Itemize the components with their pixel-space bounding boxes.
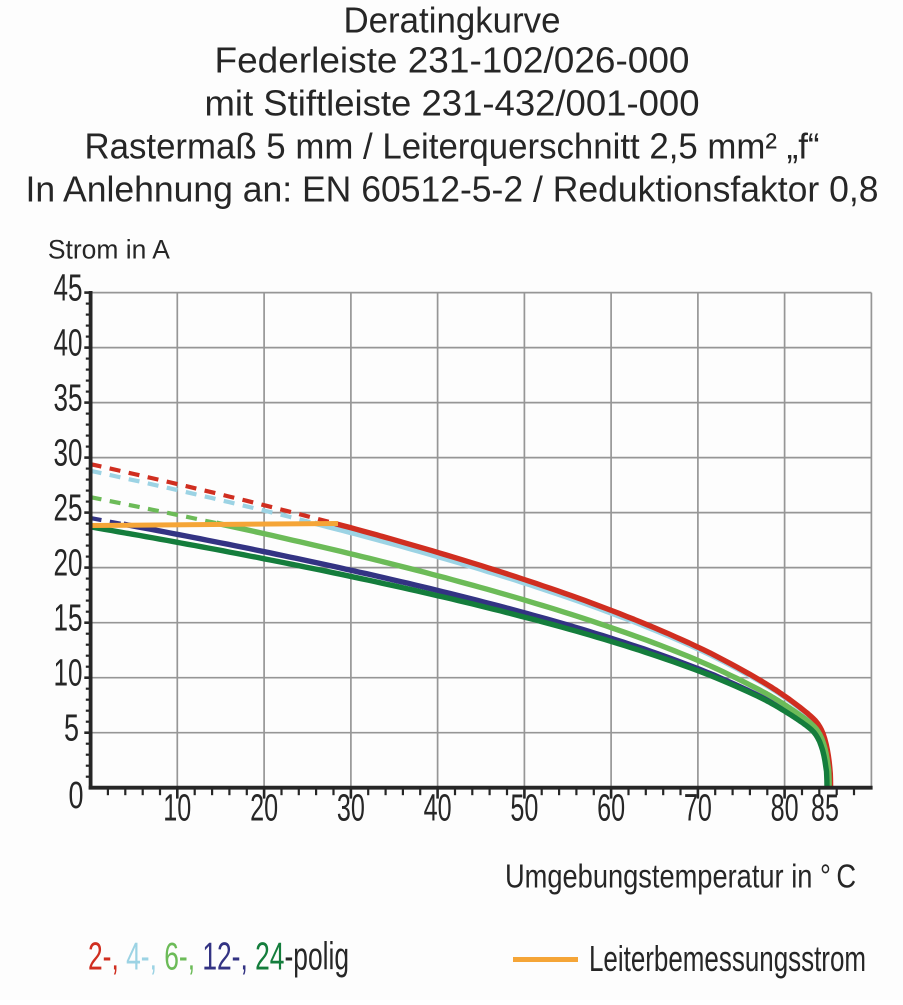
svg-text:30: 30 [337, 788, 365, 830]
svg-text:60: 60 [597, 788, 625, 830]
svg-text:70: 70 [684, 788, 712, 830]
svg-text:10: 10 [163, 788, 191, 830]
svg-text:Umgebungstemperatur in ° C: Umgebungstemperatur in ° C [505, 858, 856, 895]
svg-text:5: 5 [64, 708, 79, 750]
svg-text:40: 40 [424, 788, 452, 830]
svg-text:20: 20 [54, 543, 83, 585]
svg-text:Strom in A: Strom in A [48, 235, 170, 265]
svg-text:Leiterbemessungsstrom: Leiterbemessungsstrom [589, 938, 866, 979]
svg-text:40: 40 [54, 323, 83, 365]
svg-text:mit Stiftleiste 231-432/001-00: mit Stiftleiste 231-432/001-000 [205, 83, 700, 124]
svg-text:35: 35 [54, 378, 83, 420]
svg-text:Rastermaß 5 mm / Leiterquersch: Rastermaß 5 mm / Leiterquerschnitt 2,5 m… [85, 126, 820, 167]
svg-text:25: 25 [54, 488, 83, 530]
svg-text:0: 0 [69, 775, 84, 817]
svg-text:In Anlehnung an: EN 60512-5-2: In Anlehnung an: EN 60512-5-2 / Reduktio… [26, 169, 879, 210]
svg-text:10: 10 [54, 653, 83, 695]
svg-text:45: 45 [54, 268, 83, 310]
svg-text:85: 85 [811, 788, 839, 830]
svg-text:50: 50 [510, 788, 538, 830]
svg-text:80: 80 [771, 788, 799, 830]
svg-text:Deratingkurve: Deratingkurve [344, 0, 561, 41]
svg-text:15: 15 [54, 598, 83, 640]
svg-text:2-, 4-, 6-, 12-, 24-polig: 2-, 4-, 6-, 12-, 24-polig [88, 936, 349, 979]
svg-text:Federleiste 231-102/026-000: Federleiste 231-102/026-000 [215, 40, 690, 81]
svg-text:20: 20 [250, 788, 278, 830]
svg-text:30: 30 [54, 433, 83, 475]
